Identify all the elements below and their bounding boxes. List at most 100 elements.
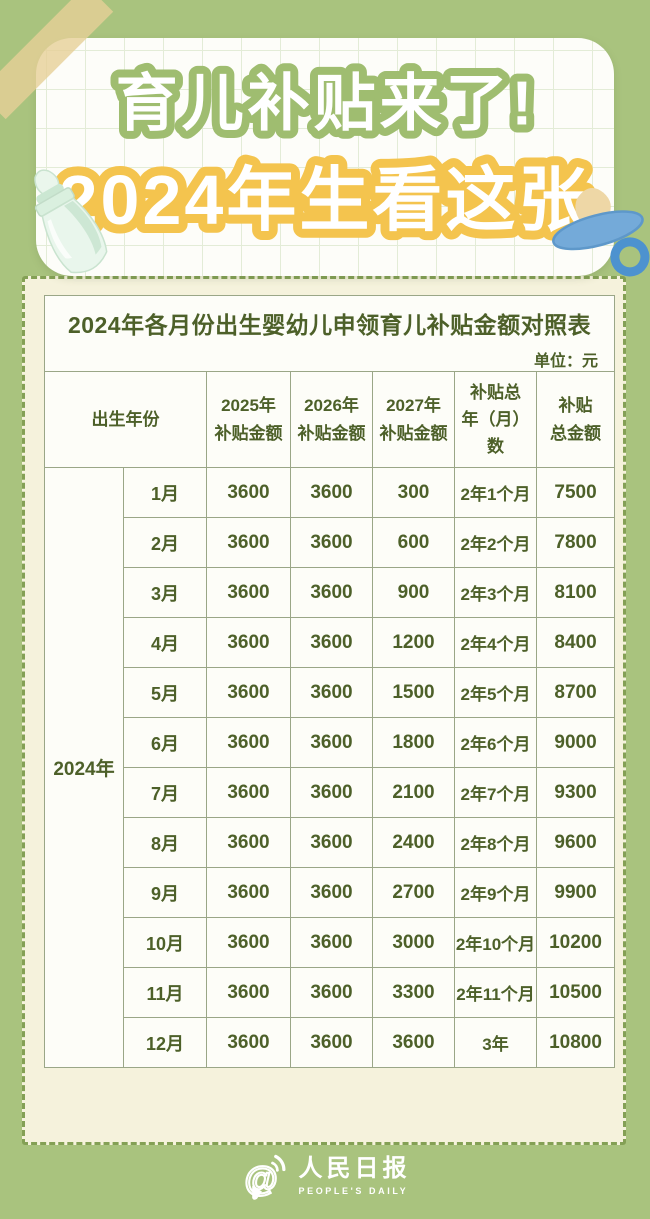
amount-2026-cell: 3600 [290, 767, 373, 818]
amount-2026-cell: 3600 [290, 567, 373, 618]
table-row: 3月 3600 3600 900 2年3个月 8100 [45, 567, 616, 618]
amount-2025-cell: 3600 [206, 917, 291, 968]
month-cell: 5月 [123, 667, 207, 718]
total-cell: 8100 [535, 567, 616, 618]
amount-2027-cell: 1200 [372, 617, 455, 668]
pacifier-icon [552, 187, 650, 277]
col-header-2026-line2: 补贴金额 [297, 423, 366, 443]
logo-subtext: PEOPLE'S DAILY [298, 1185, 409, 1196]
title-line1-outline: 育儿补贴来了! [116, 70, 537, 139]
amount-2026-cell: 3600 [290, 1017, 373, 1068]
amount-2027-cell: 2100 [372, 767, 455, 818]
logo-text-block: 人民日报 PEOPLE'S DAILY [298, 1155, 411, 1196]
col-header-2026-line1: 2026年 [304, 396, 359, 416]
total-cell: 8400 [535, 617, 616, 668]
amount-2027-cell: 900 [372, 567, 455, 618]
amount-2025-cell: 3600 [206, 567, 291, 618]
col-header-duration: 补贴总 年（月）数 [454, 371, 537, 468]
table-title: 2024年各月份出生婴幼儿申领育儿补贴金额对照表 [67, 312, 592, 338]
table-row: 6月 3600 3600 1800 2年6个月 9000 [45, 717, 616, 768]
amount-2026-cell: 3600 [290, 667, 373, 718]
amount-2026-cell: 3600 [290, 517, 373, 568]
title-line2-outline: 2024年生看这张 [59, 161, 592, 239]
total-cell: 7500 [535, 467, 616, 518]
total-cell: 10500 [535, 967, 616, 1018]
table-row: 5月 3600 3600 1500 2年5个月 8700 [45, 667, 616, 718]
table-title-cell: 2024年各月份出生婴幼儿申领育儿补贴金额对照表 单位：元 [43, 295, 616, 372]
duration-cell: 2年9个月 [454, 867, 537, 918]
total-cell: 7800 [535, 517, 616, 568]
duration-cell: 2年1个月 [454, 467, 537, 518]
amount-2025-cell: 3600 [206, 517, 291, 568]
col-header-2027-line2: 补贴金额 [379, 423, 448, 443]
table-row: 9月 3600 3600 2700 2年9个月 9900 [45, 867, 616, 918]
amount-2026-cell: 3600 [290, 467, 373, 518]
duration-cell: 2年11个月 [454, 967, 537, 1018]
unit-label: 单位：元 [534, 353, 599, 370]
amount-2026-cell: 3600 [290, 867, 373, 918]
month-cell: 2月 [123, 517, 207, 568]
header-title: 育儿补贴来了! 育儿补贴来了! 2024年生看这张 2024年生看这张 [50, 62, 598, 249]
amount-2027-cell: 1800 [372, 717, 455, 768]
title-line1: 育儿补贴来了! [116, 70, 537, 139]
month-cell: 7月 [123, 767, 207, 818]
amount-2027-cell: 3000 [372, 917, 455, 968]
amount-2025-cell: 3600 [206, 667, 291, 718]
table-row: 8月 3600 3600 2400 2年8个月 9600 [45, 817, 616, 868]
total-cell: 9300 [535, 767, 616, 818]
duration-cell: 2年8个月 [454, 817, 537, 868]
table-title-row: 2024年各月份出生婴幼儿申领育儿补贴金额对照表 单位：元 [43, 295, 616, 372]
baby-bottle-icon [34, 169, 108, 274]
amount-2027-cell: 2700 [372, 867, 455, 918]
footer: @ 人民日报 PEOPLE'S DAILY [0, 1150, 650, 1202]
table-row: 12月 3600 3600 3600 3年 10800 [45, 1017, 616, 1068]
table-row: 10月 3600 3600 3000 2年10个月 10200 [45, 917, 616, 968]
amount-2025-cell: 3600 [206, 817, 291, 868]
total-cell: 10200 [535, 917, 616, 968]
col-header-2027: 2027年 补贴金额 [372, 371, 455, 468]
total-cell: 9600 [535, 817, 616, 868]
col-header-birth: 出生年份 [44, 371, 207, 468]
month-cell: 12月 [123, 1017, 207, 1068]
table-row: 2月 3600 3600 600 2年2个月 7800 [45, 517, 616, 568]
amount-2026-cell: 3600 [290, 917, 373, 968]
title-line2: 2024年生看这张 [59, 161, 592, 239]
table-header-row: 出生年份 2025年 补贴金额 2026年 补贴金额 2027年 补贴金额 补贴… [44, 371, 616, 468]
col-header-total-line2: 总金额 [550, 423, 602, 443]
col-header-2025-line1: 2025年 [221, 396, 276, 416]
table-row: 11月 3600 3600 3300 2年11个月 10500 [45, 967, 616, 1018]
table-row: 7月 3600 3600 2100 2年7个月 9300 [45, 767, 616, 818]
col-header-total: 补贴 总金额 [535, 371, 616, 468]
month-cell: 10月 [123, 917, 207, 968]
amount-2025-cell: 3600 [206, 467, 291, 518]
amount-2025-cell: 3600 [206, 967, 291, 1018]
month-cell: 9月 [123, 867, 207, 918]
amount-2027-cell: 3600 [372, 1017, 455, 1068]
col-header-total-line1: 补贴 [558, 396, 593, 416]
duration-cell: 2年5个月 [454, 667, 537, 718]
duration-cell: 2年7个月 [454, 767, 537, 818]
duration-cell: 2年4个月 [454, 617, 537, 668]
col-header-duration-line2: 年（月）数 [461, 409, 530, 457]
month-cell: 8月 [123, 817, 207, 868]
total-cell: 9000 [535, 717, 616, 768]
total-cell: 9900 [535, 867, 616, 918]
table-row: 2024年 1月 3600 3600 300 2年1个月 7500 [44, 467, 616, 1068]
amount-2025-cell: 3600 [206, 867, 291, 918]
year-cell: 2024年 [44, 467, 124, 1068]
amount-2025-cell: 3600 [206, 1017, 291, 1068]
duration-cell: 3年 [454, 1017, 537, 1068]
col-header-duration-line1: 补贴总 [470, 382, 521, 402]
amount-2026-cell: 3600 [290, 617, 373, 668]
amount-2027-cell: 2400 [372, 817, 455, 868]
header-card: 育儿补贴来了! 育儿补贴来了! 2024年生看这张 2024年生看这张 [36, 38, 614, 276]
amount-2027-cell: 3300 [372, 967, 455, 1018]
total-cell: 8700 [535, 667, 616, 718]
duration-cell: 2年2个月 [454, 517, 537, 568]
amount-2026-cell: 3600 [290, 967, 373, 1018]
col-header-2025: 2025年 补贴金额 [206, 371, 291, 468]
amount-2025-cell: 3600 [206, 617, 291, 668]
month-cell: 3月 [123, 567, 207, 618]
col-header-2026: 2026年 补贴金额 [290, 371, 373, 468]
